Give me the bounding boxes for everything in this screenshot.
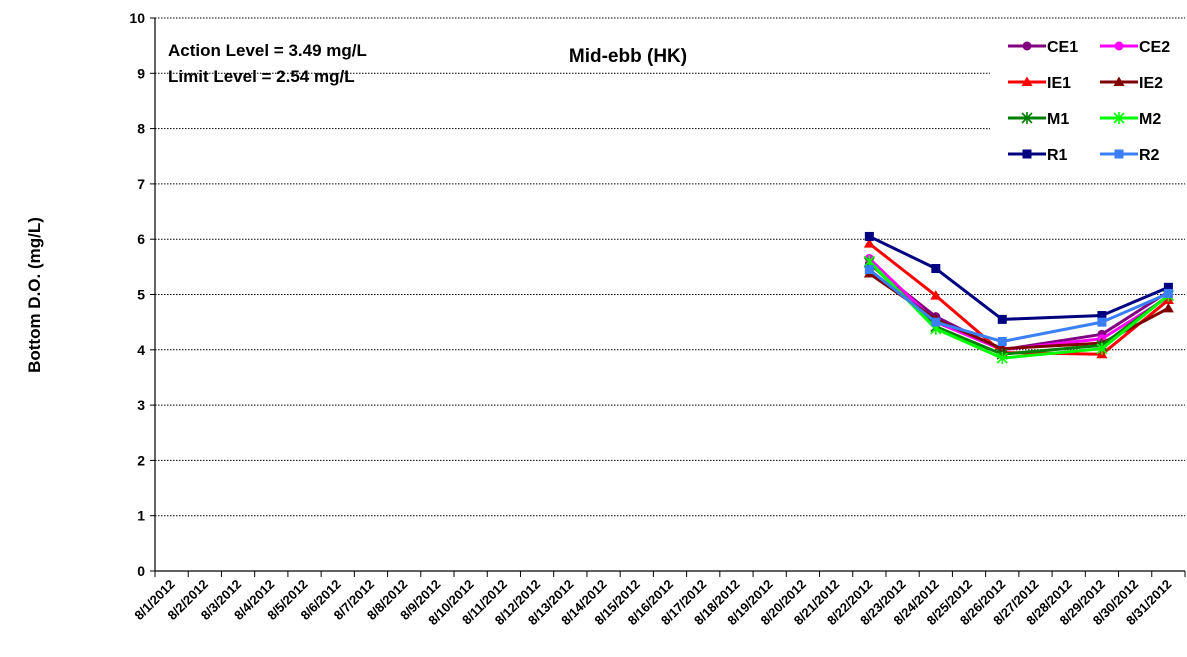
legend-item-ce1: CE1 <box>1008 39 1078 56</box>
data-point <box>931 317 941 327</box>
legend-marker <box>1022 149 1032 159</box>
y-tick-label: 9 <box>137 65 145 81</box>
y-tick-label: 1 <box>137 508 145 524</box>
legend-item-ie1: IE1 <box>1008 75 1071 92</box>
legend-marker <box>1114 41 1124 51</box>
data-point <box>996 343 1008 353</box>
legend-marker <box>1113 112 1125 124</box>
data-point <box>1096 342 1108 355</box>
y-tick-label: 6 <box>137 231 145 247</box>
y-tick-label: 0 <box>137 563 145 579</box>
annotation-box <box>161 28 466 106</box>
data-point <box>930 290 942 300</box>
y-tick-label: 4 <box>137 342 145 358</box>
legend-marker <box>1114 149 1124 159</box>
legend-item-r1: R1 <box>1008 147 1068 164</box>
title-mask <box>545 40 713 72</box>
legend-label: M1 <box>1047 111 1069 128</box>
gridlines: 0 1 2 3 4 5 6 7 8 9 10 <box>129 10 1187 579</box>
series-r1 <box>864 231 1173 324</box>
y-tick-label: 10 <box>129 10 145 26</box>
data-point <box>864 265 874 275</box>
y-tick-label: 3 <box>137 397 145 413</box>
data-point <box>1097 311 1107 321</box>
data-point <box>1162 302 1174 313</box>
y-tick-label: 2 <box>137 452 145 468</box>
annotation-action-level: Action Level = 3.49 mg/L <box>168 41 367 60</box>
legend-label: R1 <box>1047 147 1068 164</box>
series-ce1 <box>864 259 1173 355</box>
data-point <box>997 314 1007 324</box>
legend-item-ie2: IE2 <box>1100 75 1163 92</box>
y-tick-label: 7 <box>137 176 145 192</box>
y-tick-label: 5 <box>137 287 145 303</box>
annotation-limit-level: Limit Level = 2.54 mg/L <box>168 67 355 86</box>
chart-title: Mid-ebb (HK) <box>569 46 687 67</box>
data-point <box>1163 282 1173 292</box>
data-point <box>1163 288 1173 298</box>
series-line <box>868 260 1170 360</box>
legend-marker <box>1022 41 1032 51</box>
legend-marker <box>1113 76 1125 86</box>
data-point <box>997 337 1007 347</box>
legend-label: M2 <box>1139 111 1161 128</box>
data-point <box>864 231 874 241</box>
legend: CE1 CE2 IE1 IE2 M1 M2 R1 R2 <box>1008 39 1170 164</box>
series-r2 <box>864 265 1173 347</box>
data-point <box>931 264 941 274</box>
legend-label: CE2 <box>1139 39 1170 56</box>
legend-label: R2 <box>1139 147 1160 164</box>
legend-marker <box>1021 112 1033 124</box>
data-point <box>996 352 1008 365</box>
legend-item-r2: R2 <box>1100 147 1160 164</box>
y-axis-label: Bottom D.O. (mg/L) <box>25 217 44 373</box>
legend-label: IE2 <box>1139 75 1163 92</box>
legend-label: IE1 <box>1047 75 1071 92</box>
legend-item-m1: M1 <box>1008 111 1069 128</box>
legend-label: CE1 <box>1047 39 1078 56</box>
data-point <box>1097 317 1107 327</box>
legend-item-m2: M2 <box>1100 111 1161 128</box>
legend-item-ce2: CE2 <box>1100 39 1170 56</box>
data-point <box>863 238 875 248</box>
series-m1 <box>863 256 1174 361</box>
y-tick-label: 8 <box>137 121 145 137</box>
legend-marker <box>1021 76 1033 86</box>
